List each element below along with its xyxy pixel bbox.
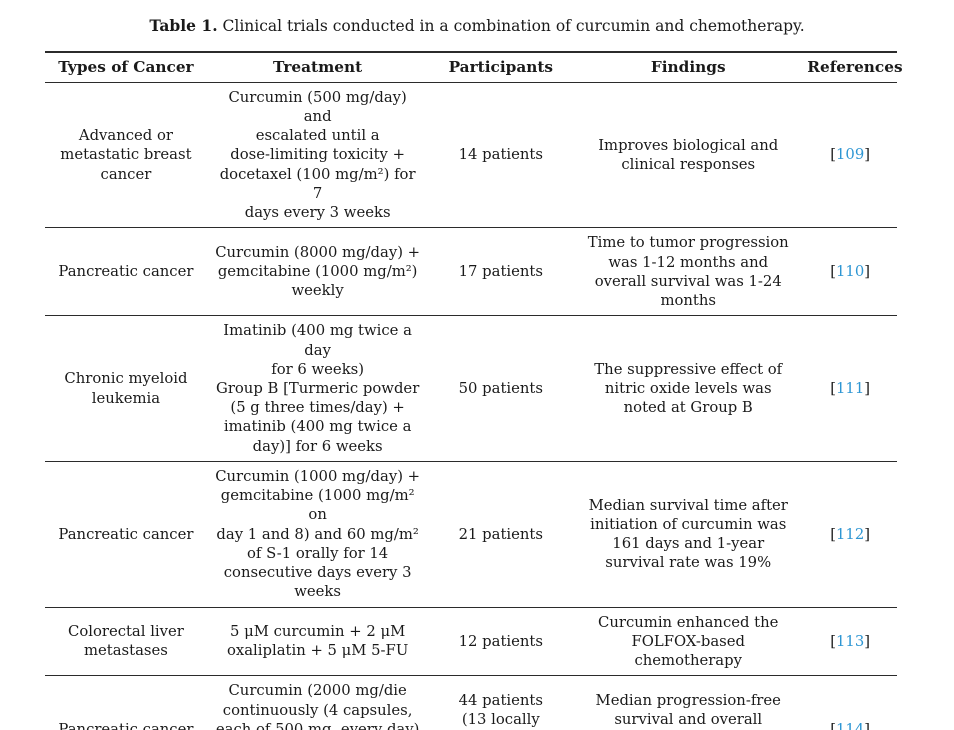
participants-cell: 14 patients: [458, 146, 543, 164]
participants-cell: 44 patients (13 locally advanced and 31 …: [458, 691, 543, 729]
cancer-type-cell: Chronic myeloid leukemia: [64, 370, 188, 407]
table-caption: Table 1. Clinical trials conducted in a …: [0, 16, 954, 36]
reference-bracket-open: [: [830, 263, 836, 281]
citation-link[interactable]: 110: [836, 263, 865, 281]
clinical-trials-table: Types of Cancer Treatment Participants F…: [45, 51, 903, 730]
table-caption-label: Table 1.: [149, 16, 218, 35]
treatment-cell: Curcumin (500 mg/day) and escalated unti…: [219, 88, 416, 222]
reference-bracket-open: [: [830, 146, 836, 164]
reference-cell: [114]: [803, 676, 897, 730]
findings-cell: Curcumin enhanced the FOLFOX-based chemo…: [598, 613, 779, 670]
column-header-treatment: Treatment: [206, 52, 429, 83]
reference-cell: [112]: [803, 461, 897, 607]
findings-cell: The suppressive effect of nitric oxide l…: [594, 360, 783, 417]
reference-bracket-close: ]: [864, 380, 871, 397]
reference-bracket-open: [: [830, 632, 836, 650]
reference-bracket-close: ]: [864, 263, 871, 281]
findings-cell: Improves biological and clinical respons…: [598, 136, 779, 174]
findings-cell: Time to tumor progression was 1-12 month…: [587, 234, 789, 310]
column-header-findings: Findings: [573, 52, 804, 83]
reference-bracket-close: ]: [864, 146, 871, 164]
findings-cell: Median progression-free survival and ove…: [595, 691, 781, 729]
table-caption-text: Clinical trials conducted in a combinati…: [217, 17, 805, 35]
citation-link[interactable]: 114: [836, 720, 865, 730]
cancer-type-cell: Pancreatic cancer: [58, 720, 194, 730]
table-row: Pancreatic cancer Curcumin (2000 mg/die …: [45, 676, 897, 730]
treatment-cell: Curcumin (1000 mg/day) + gemcitabine (10…: [215, 467, 421, 601]
treatment-cell: Imatinib (400 mg twice a day for 6 weeks…: [216, 322, 420, 455]
column-header-references: References: [803, 52, 903, 83]
table-row: Pancreatic cancer Curcumin (8000 mg/day)…: [45, 228, 897, 316]
reference-bracket-open: [: [830, 525, 836, 543]
reference-bracket-close: ]: [864, 632, 871, 650]
table-row: Pancreatic cancer Curcumin (1000 mg/day)…: [45, 461, 897, 608]
header-row: Types of Cancer Treatment Participants F…: [45, 52, 903, 83]
column-header-types-of-cancer: Types of Cancer: [45, 52, 207, 83]
findings-cell: Median survival time after initiation of…: [588, 496, 788, 572]
reference-cell: [111]: [803, 316, 897, 462]
cancer-type-cell: Colorectal liver metastases: [68, 623, 184, 660]
table-row: Chronic myeloid leukemia Imatinib (400 m…: [45, 316, 897, 462]
cancer-type-cell: Advanced or metastatic breast cancer: [60, 127, 192, 183]
reference-bracket-close: ]: [864, 525, 871, 543]
citation-link[interactable]: 112: [836, 525, 865, 543]
treatment-cell: Curcumin (8000 mg/day) + gemcitabine (10…: [215, 243, 421, 300]
cancer-type-cell: Pancreatic cancer: [58, 525, 194, 543]
table-row: Advanced or metastatic breast cancer Cur…: [45, 82, 897, 228]
participants-cell: 21 patients: [458, 525, 543, 543]
table-row: Colorectal liver metastases 5 μM curcumi…: [45, 607, 897, 676]
citation-link[interactable]: 113: [836, 632, 865, 650]
citation-link[interactable]: 111: [836, 380, 865, 397]
treatment-cell: 5 μM curcumin + 2 μM oxaliplatin + 5 μM …: [226, 623, 409, 660]
reference-bracket-open: [: [830, 720, 836, 730]
reference-bracket-open: [: [830, 380, 836, 397]
treatment-cell: Curcumin (2000 mg/die continuously (4 ca…: [215, 682, 420, 730]
reference-bracket-close: ]: [864, 720, 871, 730]
reference-cell: [110]: [803, 228, 897, 316]
citation-link[interactable]: 109: [836, 146, 865, 164]
reference-cell: [113]: [803, 607, 897, 676]
participants-cell: 12 patients: [458, 632, 543, 650]
reference-cell: [109]: [803, 82, 897, 228]
participants-cell: 17 patients: [458, 263, 543, 281]
participants-cell: 50 patients: [458, 380, 543, 397]
cancer-type-cell: Pancreatic cancer: [58, 263, 194, 281]
column-header-participants: Participants: [428, 52, 574, 83]
